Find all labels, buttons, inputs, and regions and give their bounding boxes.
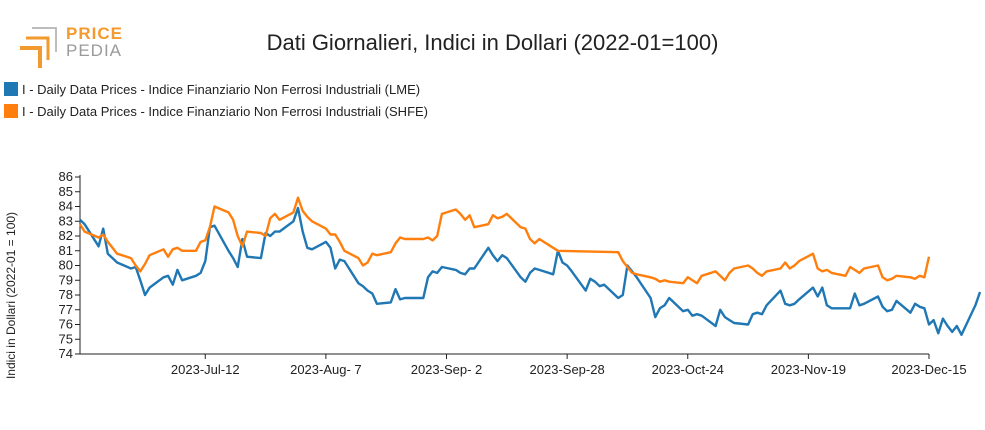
- x-axis: 2023-Jul-12 2023-Aug- 7 2023-Sep- 2 2023-Se…: [80, 353, 967, 377]
- x-tick-label: 2023-Jul-12: [171, 362, 240, 377]
- legend-label-shfe: I - Daily Data Prices - Indice Finanziar…: [22, 103, 429, 119]
- y-tick-label: 85: [59, 184, 73, 199]
- series-line-shfe[interactable]: [78, 196, 931, 285]
- y-tick-label: 83: [59, 213, 73, 228]
- y-axis-title: Indici in Dollari (2022-01 = 100): [4, 212, 18, 379]
- y-tick-label: 78: [59, 287, 73, 302]
- y-tick-label: 79: [59, 272, 73, 287]
- x-tick-label: 2023-Oct-24: [652, 362, 724, 377]
- logo-text-price: PRICE: [66, 24, 123, 43]
- legend-swatch-shfe: [4, 104, 18, 118]
- x-tick-label: 2023-Nov-19: [771, 362, 846, 377]
- x-tick-label: 2023-Dec-15: [891, 362, 966, 377]
- y-tick-label: 77: [59, 302, 73, 317]
- logo-mark-icon: [20, 27, 57, 68]
- series-line-lme[interactable]: [79, 206, 982, 336]
- y-tick-label: 81: [59, 243, 73, 258]
- y-tick-label: 76: [59, 317, 73, 332]
- x-tick-label: 2023-Sep- 2: [411, 362, 483, 377]
- y-tick-label: 86: [59, 169, 73, 184]
- y-tick-label: 84: [59, 199, 73, 214]
- chart-legend: I - Daily Data Prices - Indice Finanziar…: [4, 78, 428, 122]
- legend-item-shfe[interactable]: I - Daily Data Prices - Indice Finanziar…: [4, 100, 428, 122]
- logo-text-pedia: PEDIA: [66, 41, 123, 60]
- pricepedia-logo: PRICE PEDIA: [18, 24, 128, 70]
- y-tick-label: 74: [59, 346, 73, 361]
- y-tick-label: 75: [59, 331, 73, 346]
- series-layer: [78, 196, 982, 336]
- legend-label-lme: I - Daily Data Prices - Indice Finanziar…: [22, 81, 421, 97]
- chart-title: Dati Giornalieri, Indici in Dollari (202…: [266, 30, 719, 55]
- y-tick-label: 82: [59, 228, 73, 243]
- legend-swatch-lme: [4, 82, 18, 96]
- x-tick-label: 2023-Aug- 7: [290, 362, 362, 377]
- y-tick-label: 80: [59, 258, 73, 273]
- x-tick-label: 2023-Sep-28: [530, 362, 605, 377]
- legend-item-lme[interactable]: I - Daily Data Prices - Indice Finanziar…: [4, 78, 428, 100]
